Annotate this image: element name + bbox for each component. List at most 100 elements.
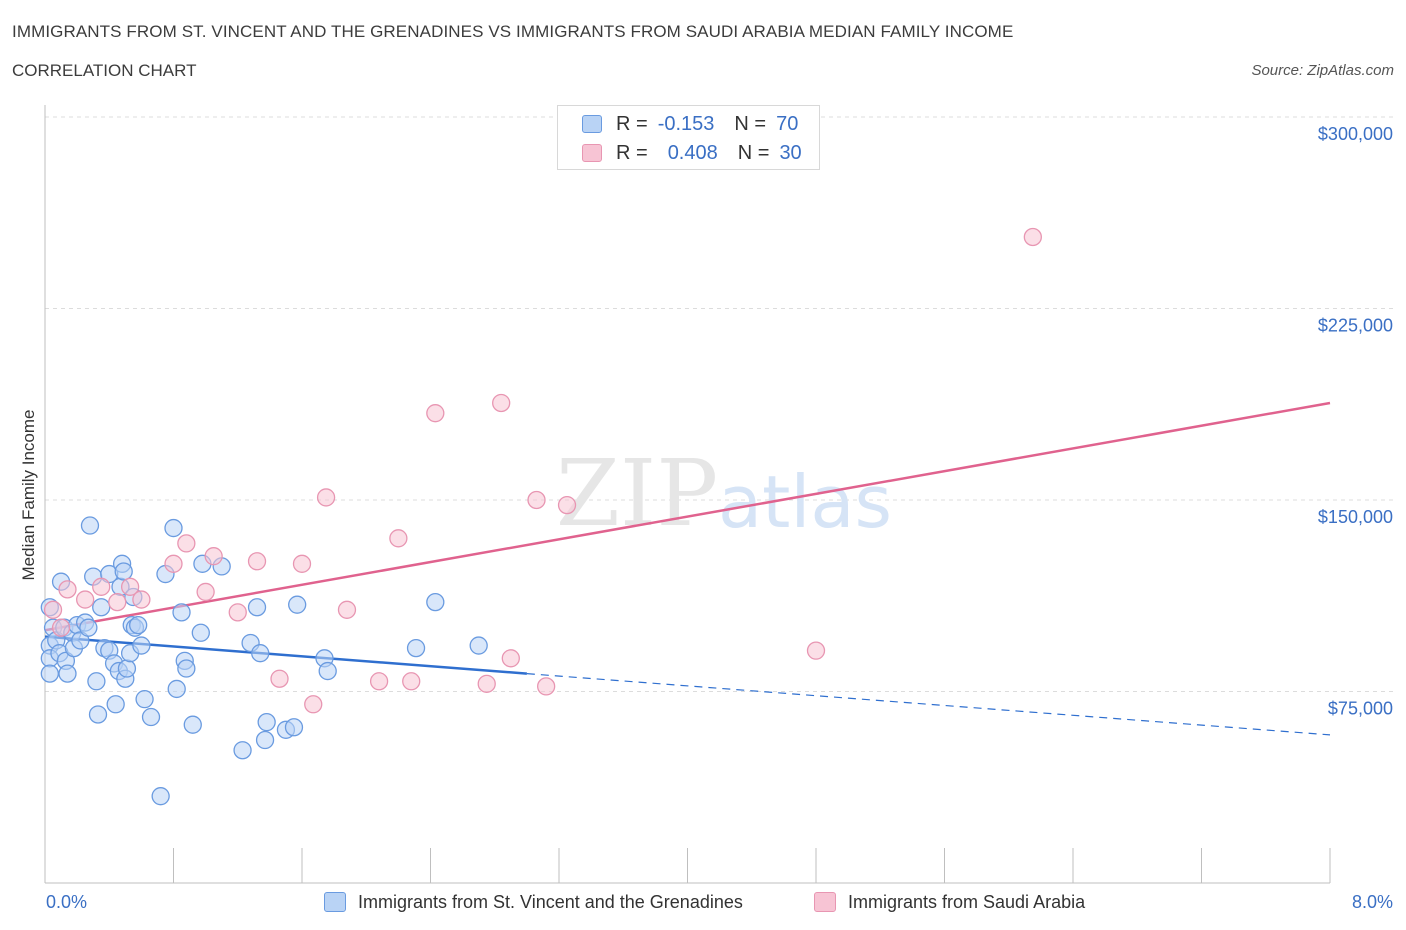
legend-swatch-blue bbox=[582, 115, 602, 133]
blue-data-point bbox=[79, 618, 98, 637]
bottom-legend-label-pink: Immigrants from Saudi Arabia bbox=[848, 891, 1086, 912]
blue-data-point bbox=[164, 518, 183, 538]
pink-data-point bbox=[304, 695, 323, 714]
pink-data-point bbox=[196, 582, 215, 602]
blue-data-point bbox=[141, 707, 161, 727]
blue-data-point bbox=[132, 636, 151, 655]
chart-title: IMMIGRANTS FROM ST. VINCENT AND THE GREN… bbox=[12, 22, 1014, 41]
blue-data-point bbox=[406, 638, 426, 658]
pink-data-point bbox=[43, 600, 63, 619]
bottom-legend-swatch-pink bbox=[814, 892, 836, 912]
pink-data-point bbox=[501, 649, 520, 668]
blue-data-point bbox=[40, 664, 59, 683]
blue-data-point bbox=[255, 730, 275, 750]
legend-n-label: N = bbox=[734, 112, 767, 135]
bottom-legend-swatch-blue bbox=[324, 892, 346, 912]
bottom-legend-series1: Immigrants from St. Vincent and the Gren… bbox=[324, 888, 743, 916]
blue-trend-line bbox=[44, 635, 527, 675]
pink-data-point bbox=[1023, 227, 1042, 247]
pink-data-point bbox=[492, 393, 511, 413]
source-label: Source: ZipAtlas.com bbox=[1251, 62, 1394, 79]
pink-data-point bbox=[247, 552, 267, 571]
pink-data-point bbox=[389, 529, 408, 548]
blue-data-point bbox=[318, 661, 337, 681]
pink-data-point bbox=[527, 490, 546, 510]
axes bbox=[44, 105, 1331, 884]
x-tick-label: 0.0% bbox=[46, 892, 87, 912]
blue-data-point bbox=[191, 623, 210, 642]
legend-r-value: 0.408 bbox=[667, 141, 718, 164]
y-tick-label: $300,000 bbox=[1318, 124, 1393, 144]
legend-row-pink: R = 0.408 N = 30 bbox=[582, 139, 802, 167]
blue-data-point bbox=[469, 636, 488, 655]
pink-data-point bbox=[76, 590, 95, 609]
blue-data-point bbox=[426, 592, 445, 612]
chart-subtitle: CORRELATION CHART bbox=[12, 61, 197, 80]
blue-data-point bbox=[114, 562, 133, 581]
pink-data-point bbox=[51, 618, 71, 637]
legend-n-value: 70 bbox=[776, 112, 799, 135]
pink-data-point bbox=[228, 603, 247, 622]
pink-data-point bbox=[120, 577, 140, 596]
grid-lines bbox=[45, 116, 1395, 692]
legend-n-value: 30 bbox=[779, 141, 802, 164]
trend-lines bbox=[44, 401, 1331, 736]
blue-data-point bbox=[251, 644, 270, 663]
data-points bbox=[40, 227, 1042, 806]
blue-data-point bbox=[129, 615, 148, 635]
watermark-zip: ZIP bbox=[556, 440, 718, 547]
blue-trend-dashed bbox=[526, 673, 1331, 736]
blue-data-point bbox=[80, 516, 100, 535]
blue-data-point bbox=[167, 679, 186, 699]
blue-data-point bbox=[151, 787, 170, 806]
blue-data-point bbox=[247, 598, 267, 617]
tick-labels: $75,000 $150,000 $225,000 $300,000 0.0% 8.0% bbox=[46, 124, 1393, 912]
pink-data-point bbox=[426, 404, 445, 423]
y-tick-label: $75,000 bbox=[1328, 699, 1393, 719]
legend-r-value: -0.153 bbox=[657, 112, 715, 135]
blue-data-point bbox=[88, 705, 108, 724]
pink-trend-line bbox=[44, 401, 1331, 632]
blue-data-point bbox=[92, 598, 111, 617]
correlation-legend: R = -0.153 N = 70 R = 0.408 N = 30 bbox=[557, 105, 820, 170]
blue-data-point bbox=[87, 672, 106, 691]
blue-data-point bbox=[135, 690, 154, 709]
pink-data-point bbox=[292, 554, 312, 573]
pink-data-point bbox=[58, 580, 77, 599]
blue-data-point bbox=[288, 595, 307, 614]
blue-data-point bbox=[172, 603, 191, 622]
y-axis-label: Median Family Income bbox=[19, 409, 38, 580]
blue-data-point bbox=[183, 715, 202, 734]
pink-data-point bbox=[369, 672, 389, 691]
pink-data-point bbox=[164, 554, 183, 573]
pink-data-point bbox=[337, 600, 357, 619]
blue-data-point bbox=[58, 664, 77, 683]
pink-data-point bbox=[92, 577, 111, 596]
blue-data-point bbox=[284, 718, 304, 737]
blue-data-point bbox=[106, 695, 125, 714]
legend-n-label: N = bbox=[737, 141, 770, 164]
blue-data-point bbox=[117, 659, 137, 678]
blue-data-point bbox=[257, 712, 276, 732]
pink-data-point bbox=[806, 641, 826, 660]
y-tick-label: $150,000 bbox=[1318, 507, 1393, 527]
legend-row-blue: R = -0.153 N = 70 bbox=[582, 110, 798, 138]
pink-data-point bbox=[270, 669, 289, 688]
pink-data-point bbox=[402, 672, 421, 691]
blue-data-point bbox=[177, 659, 196, 678]
legend-r-label: R = bbox=[616, 112, 648, 135]
pink-data-point bbox=[204, 547, 223, 566]
pink-data-point bbox=[108, 592, 127, 612]
bottom-legend-label-blue: Immigrants from St. Vincent and the Gren… bbox=[358, 891, 743, 912]
pink-data-point bbox=[477, 674, 496, 693]
pink-data-point bbox=[316, 488, 336, 507]
bottom-legend-series2: Immigrants from Saudi Arabia bbox=[814, 888, 1085, 916]
y-tick-label: $225,000 bbox=[1318, 316, 1393, 336]
pink-data-point bbox=[537, 677, 556, 696]
legend-swatch-pink bbox=[582, 144, 602, 162]
legend-r-label: R = bbox=[616, 141, 648, 164]
pink-data-point bbox=[132, 590, 151, 609]
blue-data-point bbox=[233, 741, 252, 760]
pink-data-point bbox=[177, 534, 196, 553]
